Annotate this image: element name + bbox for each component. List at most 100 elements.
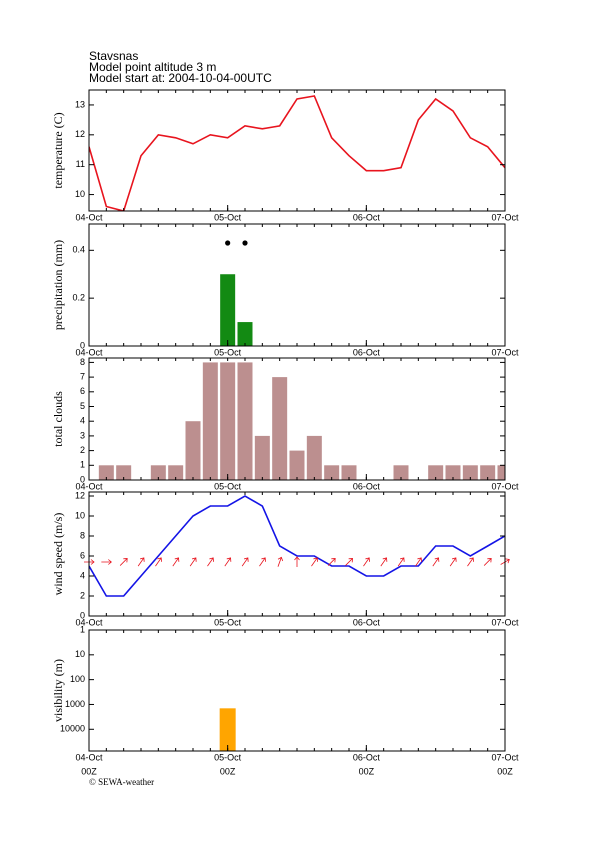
x-tick-label: 04-Oct xyxy=(75,617,103,627)
bar xyxy=(428,465,444,480)
wind-arrow xyxy=(172,557,180,567)
wind-arrow-shape xyxy=(311,557,318,567)
y-axis-label: visibility (m) xyxy=(51,659,65,722)
y-tick-label: 0.2 xyxy=(72,293,85,303)
wind-arrow-shape xyxy=(101,559,112,565)
wind-arrow xyxy=(467,557,474,567)
wind-arrow xyxy=(415,557,422,567)
y-tick-label: 10 xyxy=(75,510,85,520)
bar xyxy=(497,465,505,480)
x-tick-sublabel: 00Z xyxy=(220,766,236,776)
wind-arrow-shape xyxy=(137,557,145,567)
y-tick-label: 10000 xyxy=(60,724,85,734)
x-tick-label: 07-Oct xyxy=(491,752,519,762)
wind-arrow xyxy=(294,556,300,567)
wind-arrow xyxy=(432,557,440,567)
x-tick-label: 04-Oct xyxy=(75,212,103,222)
weather-dot xyxy=(242,240,248,246)
wind-arrow xyxy=(259,557,266,567)
plot-area xyxy=(220,274,253,346)
wind-arrow xyxy=(449,557,457,567)
y-tick-label: 5 xyxy=(80,401,85,411)
y-tick-label: 2 xyxy=(80,445,85,455)
wind-arrow-shape xyxy=(241,557,249,567)
x-tick-label: 06-Oct xyxy=(353,347,381,357)
wind-arrow xyxy=(380,557,388,567)
wind-arrow xyxy=(101,559,112,565)
x-tick-label: 06-Oct xyxy=(353,481,381,491)
wind-arrow xyxy=(224,557,232,567)
x-tick-label: 05-Oct xyxy=(214,212,242,222)
x-tick-label: 05-Oct xyxy=(214,752,242,762)
wind-arrow xyxy=(137,557,145,567)
wind-arrow-shape xyxy=(189,557,197,567)
wind-arrow-shape xyxy=(277,556,284,567)
header-line: Model start at: 2004-10-04-00UTC xyxy=(89,71,272,85)
bar xyxy=(219,708,236,751)
bar xyxy=(168,465,184,480)
wind-arrow-shape xyxy=(294,556,300,567)
wind-arrow-shape xyxy=(327,558,336,566)
x-tick-label: 07-Oct xyxy=(491,481,519,491)
plot-area xyxy=(98,362,505,480)
bar xyxy=(462,465,478,480)
y-axis-label: wind speed (m/s) xyxy=(51,513,65,596)
wind-arrow xyxy=(311,557,318,567)
plot-frame xyxy=(88,357,506,481)
y-tick-label: 11 xyxy=(76,159,85,169)
wind-arrow xyxy=(277,556,284,567)
wind-arrow-shape xyxy=(432,557,440,567)
y-axis-label: precipitation (mm) xyxy=(51,240,65,330)
plot-frame xyxy=(88,629,506,752)
y-tick-label: 0 xyxy=(80,340,85,350)
x-tick-sublabel: 00Z xyxy=(81,766,97,776)
y-tick-label: 0 xyxy=(80,610,85,620)
x-tick-sublabel: 00Z xyxy=(497,766,513,776)
wind-arrow-shape xyxy=(397,557,405,567)
wind-arrow-shape xyxy=(207,557,214,567)
line xyxy=(89,495,505,597)
bar xyxy=(480,465,496,480)
x-tick-label: 05-Oct xyxy=(214,347,242,357)
y-tick-label: 10 xyxy=(75,189,85,199)
y-tick-label: 8 xyxy=(80,530,85,540)
plot-frame xyxy=(88,89,506,212)
bar xyxy=(324,465,340,480)
y-tick-label: 8 xyxy=(80,357,85,367)
bar xyxy=(272,377,288,480)
y-tick-label: 1 xyxy=(80,460,85,470)
y-axis-label: temperature (C) xyxy=(51,112,65,188)
bar xyxy=(185,421,201,480)
bar xyxy=(289,450,305,480)
wind-arrow xyxy=(397,557,405,567)
bar xyxy=(237,322,253,346)
weather-dot xyxy=(225,240,231,246)
wind-arrow-shape xyxy=(363,557,370,567)
y-tick-label: 10 xyxy=(75,649,85,659)
footer: © SEWA-weather xyxy=(89,777,154,787)
y-axis-label: total clouds xyxy=(51,391,65,447)
header-line: Model point altitude 3 m xyxy=(89,60,216,74)
y-tick-label: 6 xyxy=(80,386,85,396)
wind-arrow-shape xyxy=(345,558,353,566)
bar xyxy=(237,362,253,480)
y-tick-label: 13 xyxy=(75,99,85,109)
x-tick-label: 06-Oct xyxy=(353,212,381,222)
wind-arrow xyxy=(241,557,249,567)
wind-arrow xyxy=(327,558,336,566)
y-tick-label: 12 xyxy=(75,490,85,500)
wind-arrow-shape xyxy=(449,557,457,567)
bar xyxy=(220,362,236,480)
x-tick-label: 04-Oct xyxy=(75,347,103,357)
wind-arrow-shape xyxy=(415,557,422,567)
y-tick-label: 4 xyxy=(80,416,85,426)
wind-arrow-shape xyxy=(467,557,474,567)
y-tick-label: 6 xyxy=(80,550,85,560)
wind-arrow xyxy=(119,558,128,566)
x-tick-label: 07-Oct xyxy=(491,617,519,627)
y-tick-label: 0.4 xyxy=(72,245,85,255)
y-tick-label: 7 xyxy=(80,371,85,381)
x-tick-label: 06-Oct xyxy=(353,752,381,762)
